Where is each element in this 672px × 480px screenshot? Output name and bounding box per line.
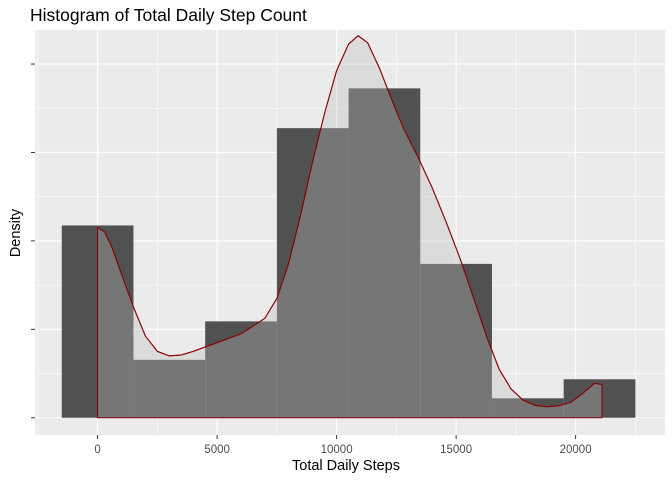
x-axis-title: Total Daily Steps xyxy=(292,458,400,474)
histogram-bar xyxy=(276,128,349,418)
x-axis-ticks: 0 5000 10000 15000 20000 xyxy=(94,435,592,456)
histogram-bar xyxy=(420,263,492,418)
chart-title: Histogram of Total Daily Step Count xyxy=(30,5,307,25)
histogram-bar xyxy=(133,359,206,418)
histogram-bar xyxy=(205,321,277,418)
x-tick-label: 20000 xyxy=(560,444,592,456)
histogram-bar xyxy=(348,88,421,418)
y-axis-title: Density xyxy=(8,208,24,257)
x-tick-label: 0 xyxy=(94,444,100,456)
density-curve xyxy=(97,35,602,408)
histogram-bar xyxy=(491,398,564,418)
x-tick-label: 10000 xyxy=(321,444,353,456)
x-tick-label: 5000 xyxy=(204,444,230,456)
density-layer xyxy=(97,35,603,419)
x-tick-label: 15000 xyxy=(440,444,472,456)
y-axis-ticks xyxy=(31,63,35,419)
